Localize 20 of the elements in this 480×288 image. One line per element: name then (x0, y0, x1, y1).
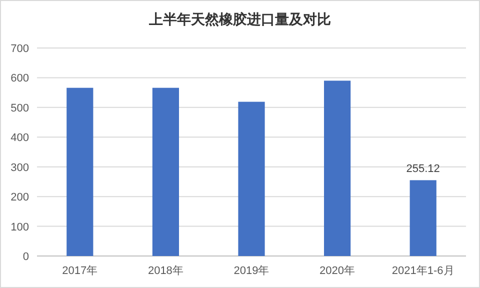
bar (238, 102, 265, 256)
bar (66, 88, 94, 256)
x-tick-label: 2021年1-6月 (392, 265, 454, 277)
x-tick-label: 2020年 (320, 265, 356, 277)
x-tick-label: 2017年 (62, 265, 98, 277)
y-tick-label: 200 (10, 192, 29, 204)
y-tick-label: 600 (10, 72, 29, 85)
bar (152, 88, 179, 256)
bar (324, 80, 351, 256)
y-tick-label: 700 (10, 43, 29, 55)
y-tick-label: 100 (10, 221, 29, 234)
chart-title: 上半年天然橡胶进口量及对比 (148, 11, 331, 27)
y-tick-label: 500 (10, 102, 29, 114)
data-label: 255.12 (406, 163, 440, 176)
y-tick-label: 0 (22, 251, 29, 263)
y-tick-label: 300 (10, 162, 29, 174)
x-tick-label: 2019年 (234, 265, 270, 277)
bar (410, 180, 436, 256)
x-tick-label: 2018年 (148, 265, 184, 277)
y-tick-label: 400 (10, 132, 29, 144)
